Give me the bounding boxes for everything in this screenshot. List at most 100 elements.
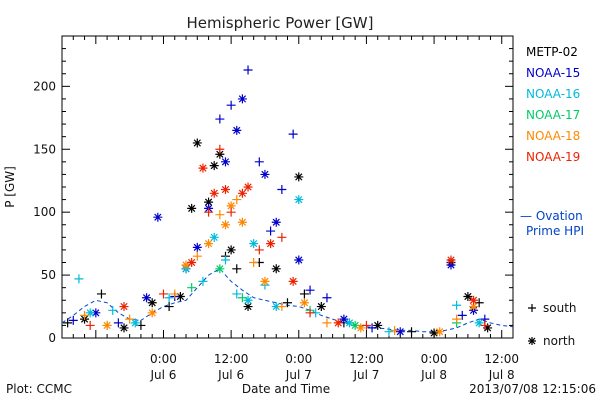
plus-marker <box>108 305 118 315</box>
plus-marker <box>74 274 84 284</box>
plus-marker <box>164 302 174 312</box>
plus-marker <box>187 283 197 293</box>
star-marker <box>463 291 473 301</box>
legend-label-north: north <box>543 334 575 348</box>
plus-marker <box>277 302 287 312</box>
plus-marker <box>192 251 202 261</box>
plus-marker <box>204 207 214 217</box>
star-marker <box>429 328 439 338</box>
y-tick-label: 200 <box>33 79 56 93</box>
legend-item-noaa-16: NOAA-16 <box>526 87 580 101</box>
y-axis: 0 50 100 150 200 <box>33 35 513 345</box>
star-marker <box>333 318 343 328</box>
x-tick-label-date: Jul 7 <box>352 368 379 382</box>
plot-timestamp: 2013/07/08 12:15:06 <box>469 382 596 396</box>
star-marker <box>299 298 309 308</box>
star-marker <box>339 314 349 324</box>
plus-marker <box>232 289 242 299</box>
y-tick-label: 0 <box>48 331 56 345</box>
star-marker <box>316 302 326 312</box>
plus-marker <box>68 315 78 325</box>
x-tick-label-date: Jul 7 <box>285 368 312 382</box>
star-marker <box>192 242 202 252</box>
plus-marker <box>215 210 225 220</box>
plus-marker <box>407 327 417 337</box>
star-marker <box>356 323 366 333</box>
plus-marker <box>277 185 287 195</box>
star-marker <box>215 149 225 159</box>
star-marker <box>237 188 247 198</box>
legend-item-noaa-19: NOAA-19 <box>526 150 580 164</box>
plus-marker <box>288 129 298 139</box>
star-marker <box>243 182 253 192</box>
x-tick-label-time: 0:00 <box>285 352 312 366</box>
plus-marker <box>322 293 332 303</box>
plus-marker <box>452 300 462 310</box>
data-markers <box>63 65 493 338</box>
legend-item-noaa-15: NOAA-15 <box>526 66 580 80</box>
star-marker <box>198 163 208 173</box>
legend-item-noaa-17: NOAA-17 <box>526 108 580 122</box>
star-marker <box>226 245 236 255</box>
plus-marker <box>164 293 174 303</box>
star-marker <box>288 276 298 286</box>
star-marker <box>395 327 405 337</box>
series-noaa-15 <box>68 65 490 337</box>
plus-marker <box>452 314 462 324</box>
plus-marker <box>113 318 123 328</box>
x-tick-label-date: Jul 8 <box>420 368 447 382</box>
series-noaa-18 <box>80 195 479 337</box>
star-marker <box>91 308 101 318</box>
plus-marker <box>299 289 309 299</box>
star-marker <box>175 291 185 301</box>
legend-symbol-south <box>528 304 536 312</box>
plus-marker <box>254 157 264 167</box>
plus-marker <box>249 258 259 267</box>
plot-credit: Plot: CCMC <box>6 382 72 396</box>
star-marker <box>147 298 157 308</box>
star-marker <box>153 212 163 222</box>
star-marker <box>345 318 355 328</box>
x-axis: 0:00 Jul 6 12:00 Jul 6 0:00 Jul 7 12:00 Jul 7 0:… <box>61 36 519 382</box>
legend-ovation-line1: — Ovation <box>520 209 583 223</box>
star-marker <box>294 172 304 182</box>
star-marker <box>266 239 276 249</box>
plot-border <box>61 35 514 339</box>
star-marker <box>249 239 259 249</box>
plus-marker <box>63 318 73 328</box>
plus-marker <box>390 325 400 335</box>
plus-marker <box>305 308 315 318</box>
legend-item-metp-02: METP-02 <box>526 45 578 59</box>
plus-marker <box>85 320 95 330</box>
star-marker <box>373 320 383 330</box>
star-marker <box>181 260 191 270</box>
plus-marker <box>96 289 106 299</box>
legend-plus-icon <box>528 304 536 312</box>
star-marker <box>220 185 230 195</box>
x-tick-label-time: 12:00 <box>349 352 384 366</box>
x-tick-label-date: Jul 6 <box>150 368 177 382</box>
plus-marker <box>367 323 377 333</box>
plus-marker <box>125 314 135 324</box>
star-marker <box>192 138 202 148</box>
y-tick-label: 150 <box>33 142 56 156</box>
plus-marker <box>226 100 236 110</box>
plus-marker <box>215 144 225 154</box>
plus-marker <box>254 245 264 255</box>
plus-marker <box>283 298 292 308</box>
plus-marker <box>322 318 332 328</box>
star-marker <box>469 302 479 312</box>
plus-marker <box>384 327 394 337</box>
star-marker <box>220 157 230 167</box>
plus-marker <box>361 320 371 330</box>
plus-marker <box>480 320 490 330</box>
star-marker <box>446 255 456 265</box>
plus-marker <box>226 207 236 217</box>
legend-symbol-north <box>528 337 536 345</box>
x-axis-label: Date and Time <box>242 382 330 396</box>
x-tick-label-date: Jul 6 <box>217 368 244 382</box>
star-marker <box>474 318 484 328</box>
plus-marker <box>158 289 168 299</box>
star-marker <box>232 125 242 135</box>
